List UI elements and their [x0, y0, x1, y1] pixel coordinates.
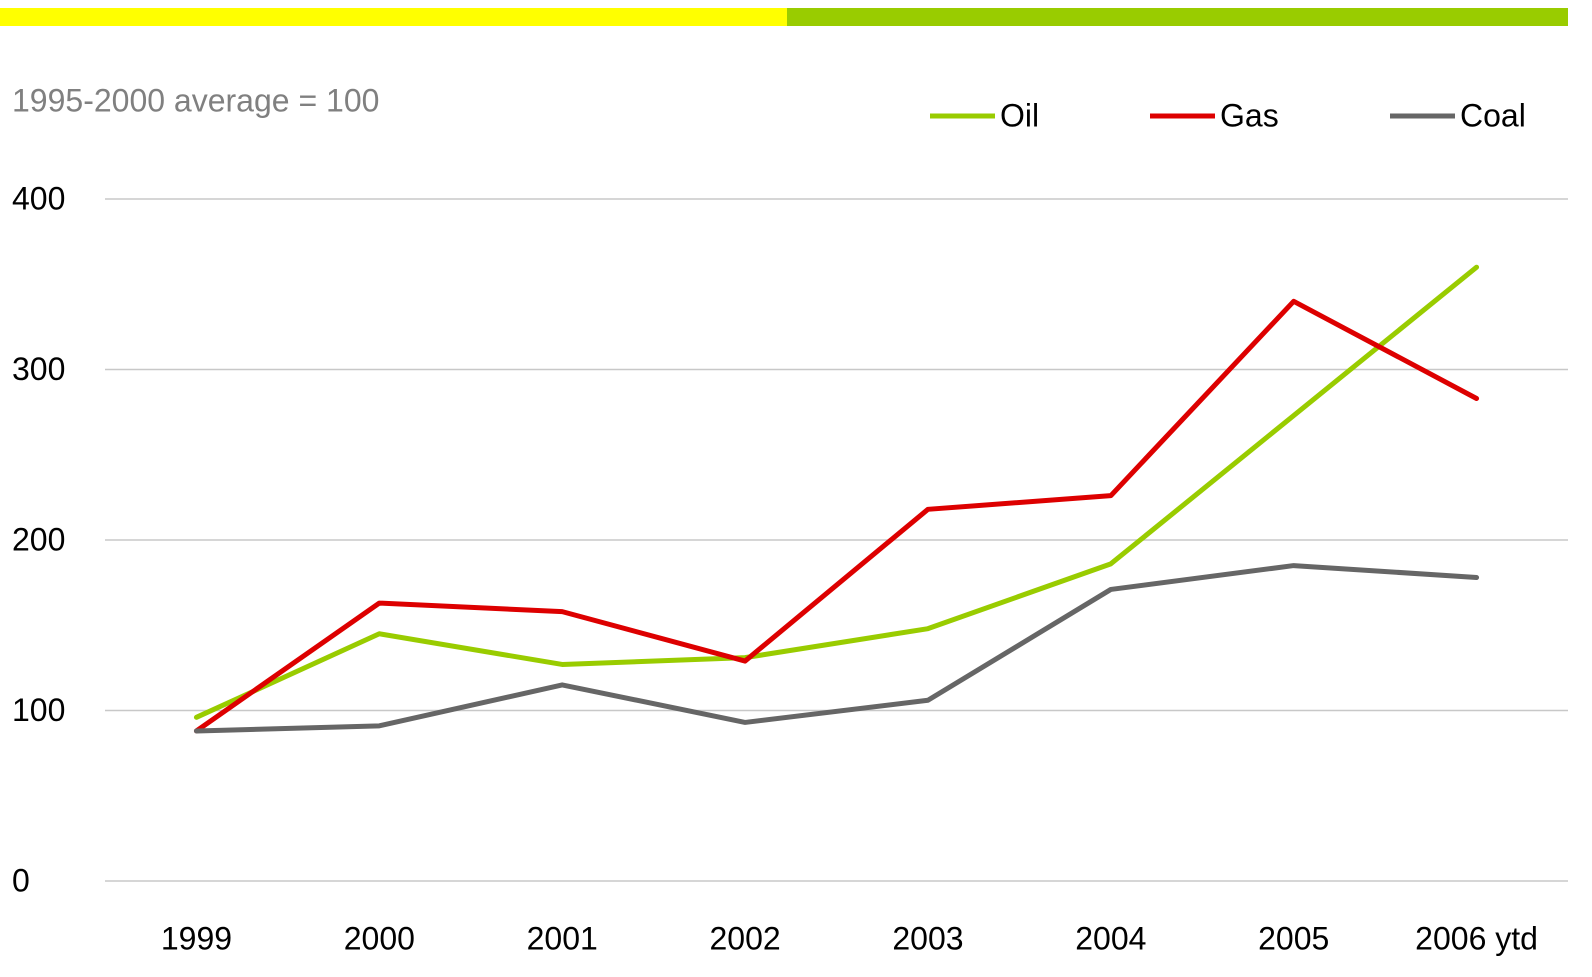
series-line [193, 563, 1480, 734]
y-tick-label: 100 [12, 692, 65, 728]
x-tick-label: 2002 [709, 920, 780, 956]
y-tick-label: 0 [12, 862, 30, 898]
header-bar-yellow [0, 8, 787, 26]
series-line [193, 264, 1480, 720]
x-tick-label: 1999 [161, 920, 232, 956]
y-tick-label: 300 [12, 351, 65, 387]
legend-label: Gas [1220, 97, 1279, 133]
x-tick-label: 2005 [1258, 920, 1329, 956]
chart-subtitle: 1995-2000 average = 100 [12, 82, 379, 118]
legend-label: Coal [1460, 97, 1526, 133]
x-tick-label: 2006 ytd [1415, 920, 1538, 956]
x-tick-label: 2000 [344, 920, 415, 956]
x-tick-label: 2001 [527, 920, 598, 956]
header-bar-green [787, 8, 1568, 26]
x-tick-label: 2004 [1075, 920, 1146, 956]
series-line [193, 298, 1480, 734]
y-tick-label: 200 [12, 521, 65, 557]
legend-label: Oil [1000, 97, 1039, 133]
y-tick-label: 400 [12, 180, 65, 216]
x-tick-label: 2003 [892, 920, 963, 956]
